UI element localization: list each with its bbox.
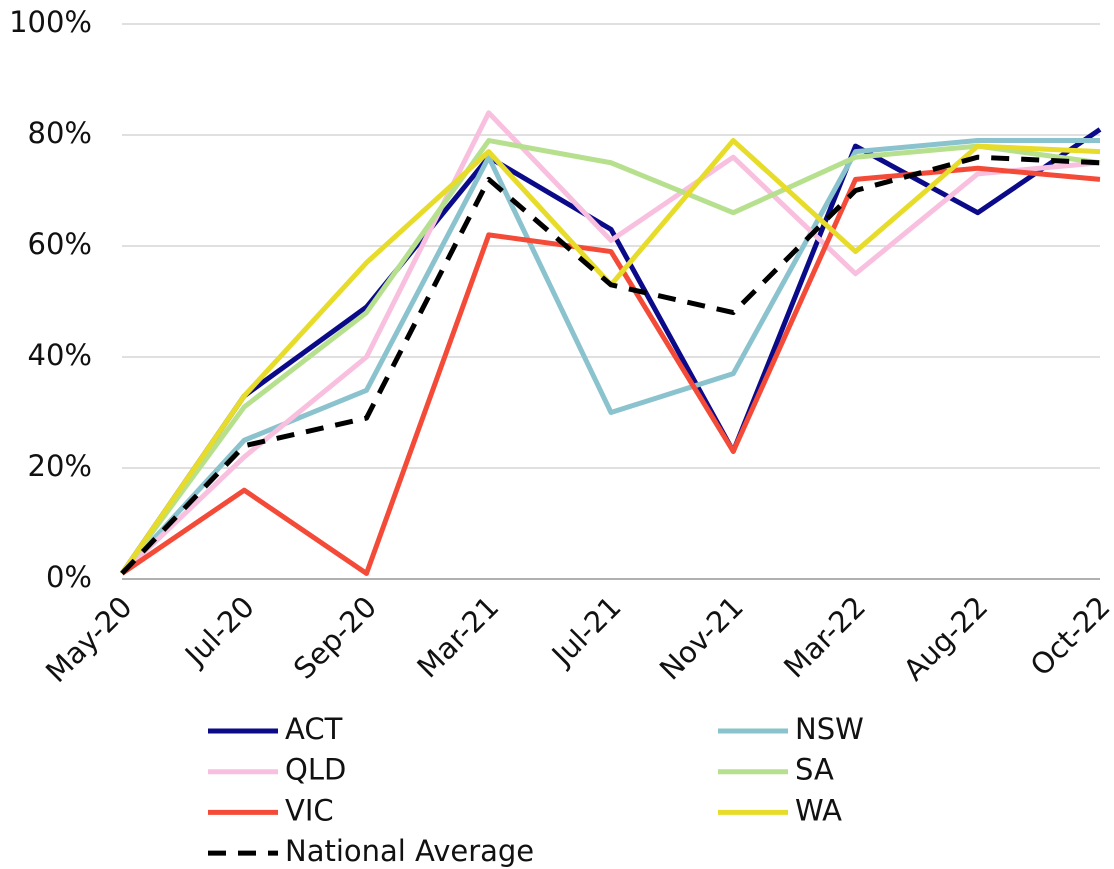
- y-tick-label: 40%: [28, 338, 92, 372]
- legend-label: National Average: [285, 834, 534, 868]
- legend-label: NSW: [795, 712, 864, 746]
- y-tick-label: 100%: [9, 5, 92, 39]
- x-tick-label: Sep-20: [287, 590, 383, 686]
- y-tick-label: 20%: [28, 449, 92, 483]
- y-tick-label: 60%: [28, 227, 92, 261]
- x-tick-label: Jul-21: [544, 590, 628, 674]
- series-line: [120, 154, 1101, 576]
- x-tick-label: Aug-22: [897, 590, 995, 688]
- legend-label: SA: [795, 753, 834, 787]
- y-tick-label: 80%: [28, 116, 92, 150]
- legend-label: WA: [795, 793, 842, 827]
- x-tick-label: May-20: [39, 590, 139, 690]
- series-line: [120, 165, 1101, 576]
- x-tick-label: Mar-21: [410, 590, 505, 685]
- x-tick-label: Jul-20: [177, 590, 261, 674]
- legend-label: ACT: [285, 712, 343, 746]
- x-tick-label: Mar-22: [777, 590, 872, 685]
- legend-label: QLD: [285, 753, 346, 787]
- series-line: [119, 138, 1101, 575]
- legend-label: VIC: [285, 793, 334, 827]
- x-tick-label: Oct-22: [1024, 590, 1114, 683]
- series-line: [120, 110, 1101, 576]
- series-line: [119, 127, 1102, 575]
- x-tick-label: Nov-21: [653, 590, 750, 687]
- y-tick-label: 0%: [46, 560, 92, 594]
